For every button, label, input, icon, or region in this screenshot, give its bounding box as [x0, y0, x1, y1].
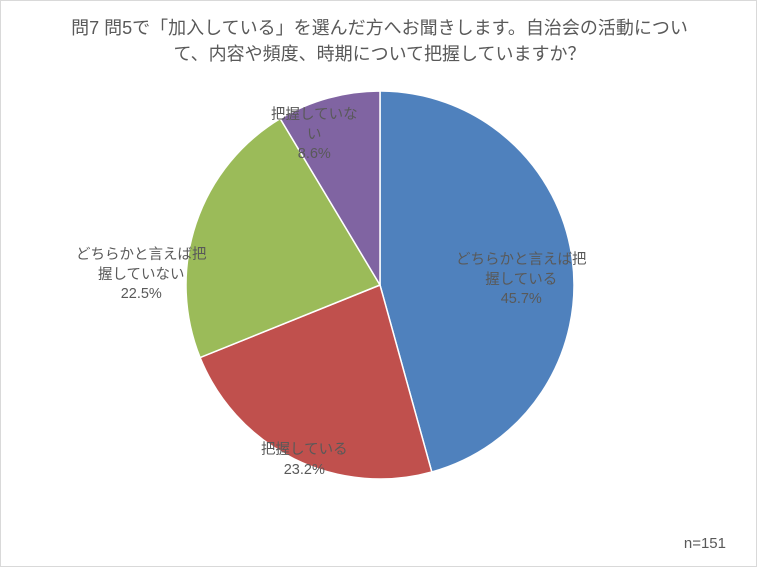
slice-label-2-line1: 握していない [98, 267, 185, 283]
chart-container: 問7 問5で「加入している」を選んだ方へお聞きします。自治会の活動につい て、内… [0, 0, 757, 567]
slice-label-3: 把握していな い 8.6% [271, 106, 358, 165]
slice-label-0: どちらかと言えば把 握している 45.7% [456, 251, 587, 310]
title-line2: て、内容や頻度、時期について把握していますか？ [1, 41, 757, 67]
slice-label-2-pct: 22.5% [76, 285, 207, 305]
slice-label-0-pct: 45.7% [456, 290, 587, 310]
chart-title: 問7 問5で「加入している」を選んだ方へお聞きします。自治会の活動につい て、内… [1, 15, 757, 67]
sample-size: n=151 [684, 535, 726, 552]
title-line1: 問7 問5で「加入している」を選んだ方へお聞きします。自治会の活動につい [1, 15, 757, 41]
slice-label-1-line0: 把握している [261, 442, 348, 458]
slice-label-0-line1: 握している [485, 272, 557, 288]
slice-label-0-line0: どちらかと言えば把 [456, 252, 587, 268]
slice-label-3-pct: 8.6% [271, 145, 358, 165]
slice-label-3-line0: 把握していな [271, 107, 358, 123]
slice-label-3-line1: い [307, 127, 322, 143]
slice-label-1-pct: 23.2% [261, 461, 348, 481]
slice-label-1: 把握している 23.2% [261, 441, 348, 480]
slice-label-2: どちらかと言えば把 握していない 22.5% [76, 246, 207, 305]
slice-label-2-line0: どちらかと言えば把 [76, 247, 207, 263]
